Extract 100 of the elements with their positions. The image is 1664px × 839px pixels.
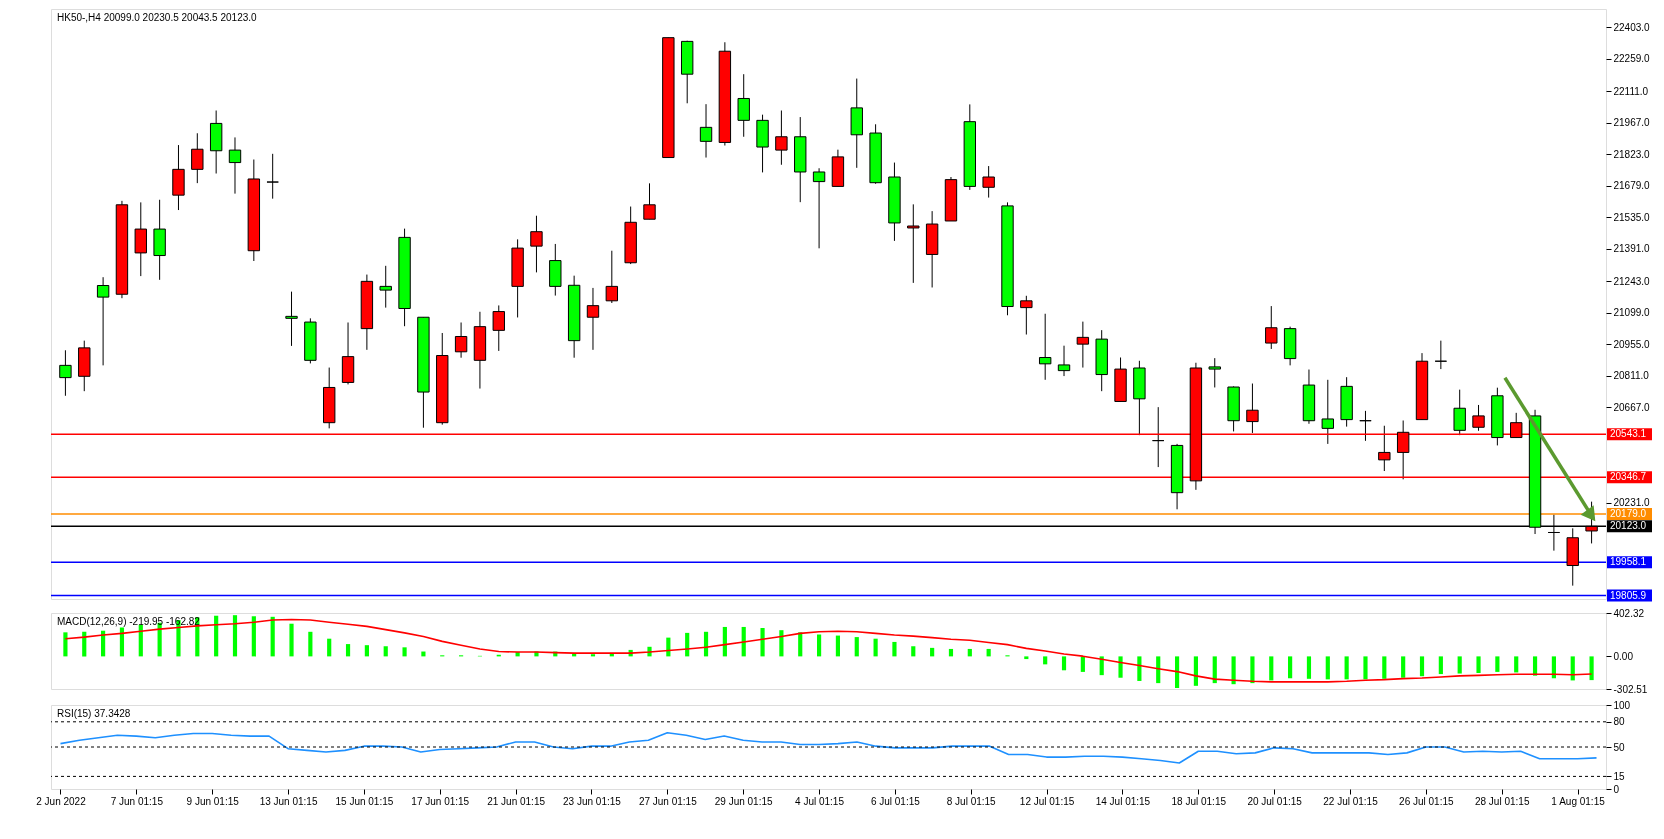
ref-line-label: 20543.1 — [1610, 428, 1647, 440]
candlestick — [1057, 345, 1071, 377]
bar — [1288, 656, 1293, 679]
y-tick-label: 22403.0 — [1613, 21, 1651, 33]
y-tick-label: 21823.0 — [1613, 148, 1651, 160]
bar — [1495, 656, 1500, 672]
bar — [798, 632, 803, 657]
bar — [1589, 656, 1594, 681]
candlestick — [982, 165, 995, 199]
y-tick-label: 21679.0 — [1613, 180, 1651, 192]
y-tick-label: 100 — [1613, 699, 1631, 711]
bar — [119, 627, 125, 657]
bar — [232, 615, 238, 657]
x-tick-label: 26 Jul 01:15 — [1399, 795, 1455, 807]
candlestick — [1038, 313, 1052, 381]
bar — [779, 630, 784, 657]
bar — [816, 634, 822, 657]
x-tick-label: 18 Jul 01:15 — [1171, 795, 1227, 807]
x-tick-label: 29 Jun 01:15 — [714, 795, 774, 807]
bar — [854, 637, 859, 657]
bar — [289, 623, 294, 657]
x-tick-label: 1 Aug 01:15 — [1551, 795, 1606, 807]
bar — [1156, 656, 1161, 684]
x-tick-label: 7 Jun 01:15 — [110, 795, 164, 807]
x-tick-label: 4 Jul 01:15 — [795, 795, 845, 807]
candlestick — [96, 276, 110, 366]
bar — [892, 641, 897, 657]
y-tick-label: 0 — [1613, 783, 1620, 795]
bar — [327, 638, 332, 657]
candlestick — [643, 182, 656, 220]
candlestick — [454, 321, 468, 359]
bar — [1514, 656, 1519, 673]
bar — [63, 632, 68, 657]
y-tick-label: 21243.0 — [1613, 275, 1651, 287]
y-tick-label: 21535.0 — [1613, 211, 1651, 223]
x-tick-label: 2 Jun 2022 — [36, 795, 87, 807]
bar — [1137, 656, 1142, 681]
bar — [1174, 656, 1180, 688]
bar — [1306, 656, 1312, 679]
candlestick — [775, 110, 788, 166]
candlestick — [379, 265, 392, 309]
y-tick-label: 50 — [1613, 741, 1626, 753]
y-tick-label: 15 — [1613, 770, 1626, 782]
candlestick — [530, 215, 543, 273]
bar — [1061, 656, 1067, 671]
x-tick-label: 15 Jun 01:15 — [335, 795, 394, 807]
bar — [911, 646, 916, 657]
candlestick — [1453, 389, 1466, 436]
bar — [722, 626, 727, 657]
y-tick-label: 402.32 — [1613, 607, 1645, 619]
bar — [1231, 656, 1236, 685]
bar — [1080, 656, 1085, 672]
candlestick — [1359, 410, 1372, 442]
candlestick — [907, 203, 920, 284]
bar — [1325, 656, 1330, 680]
candlestick — [285, 291, 298, 347]
bar — [1476, 656, 1481, 673]
chart-title: HK50-,H4 20099.0 20230.5 20043.5 20123.0 — [57, 12, 258, 23]
y-tick-label: 0.00 — [1613, 650, 1634, 662]
y-tick-label: 21967.0 — [1613, 117, 1651, 129]
bar — [251, 616, 256, 657]
y-tick-label: 21391.0 — [1613, 243, 1651, 255]
bar — [1118, 656, 1123, 678]
candlestick — [1152, 406, 1165, 468]
ref-line-label: 19958.1 — [1610, 556, 1647, 568]
x-tick-label: 8 Jul 01:15 — [946, 795, 997, 807]
y-tick-label: 22111.0 — [1613, 85, 1649, 97]
x-tick-label: 28 Jul 01:15 — [1474, 795, 1530, 807]
ref-line-label: 19805.9 — [1610, 589, 1647, 601]
bar — [402, 647, 407, 657]
y-tick-label: 20955.0 — [1613, 338, 1651, 350]
bar — [364, 645, 369, 657]
x-tick-label: 14 Jul 01:15 — [1095, 795, 1151, 807]
y-tick-label: 22259.0 — [1613, 53, 1651, 65]
bar — [1269, 656, 1274, 681]
x-tick-label: 22 Jul 01:15 — [1323, 795, 1379, 807]
bar — [948, 648, 954, 657]
bar — [345, 644, 351, 657]
candlestick — [1208, 357, 1221, 388]
x-tick-label: 27 Jun 01:15 — [638, 795, 698, 807]
ref-line-label: 20123.0 — [1610, 520, 1647, 532]
line-series — [59, 731, 1598, 764]
bar — [1419, 656, 1425, 677]
bar — [1043, 656, 1048, 665]
y-tick-label: -302.51 — [1613, 683, 1648, 695]
ref-line-label: 20346.7 — [1610, 471, 1647, 483]
candlestick — [1321, 379, 1334, 445]
candlestick — [699, 103, 713, 159]
x-tick-label: 6 Jul 01:15 — [870, 795, 921, 807]
y-tick-label: 80 — [1613, 716, 1626, 728]
bar — [383, 646, 388, 657]
x-tick-label: 20 Jul 01:15 — [1247, 795, 1303, 807]
candlestick — [1076, 321, 1090, 369]
bar — [1401, 656, 1406, 678]
x-tick-label: 23 Jun 01:15 — [563, 795, 622, 807]
bar — [1193, 656, 1198, 686]
candlestick — [1472, 404, 1485, 432]
ref-line-label: 20179.0 — [1610, 507, 1647, 519]
candlestick — [1020, 295, 1033, 336]
bar — [873, 638, 878, 657]
